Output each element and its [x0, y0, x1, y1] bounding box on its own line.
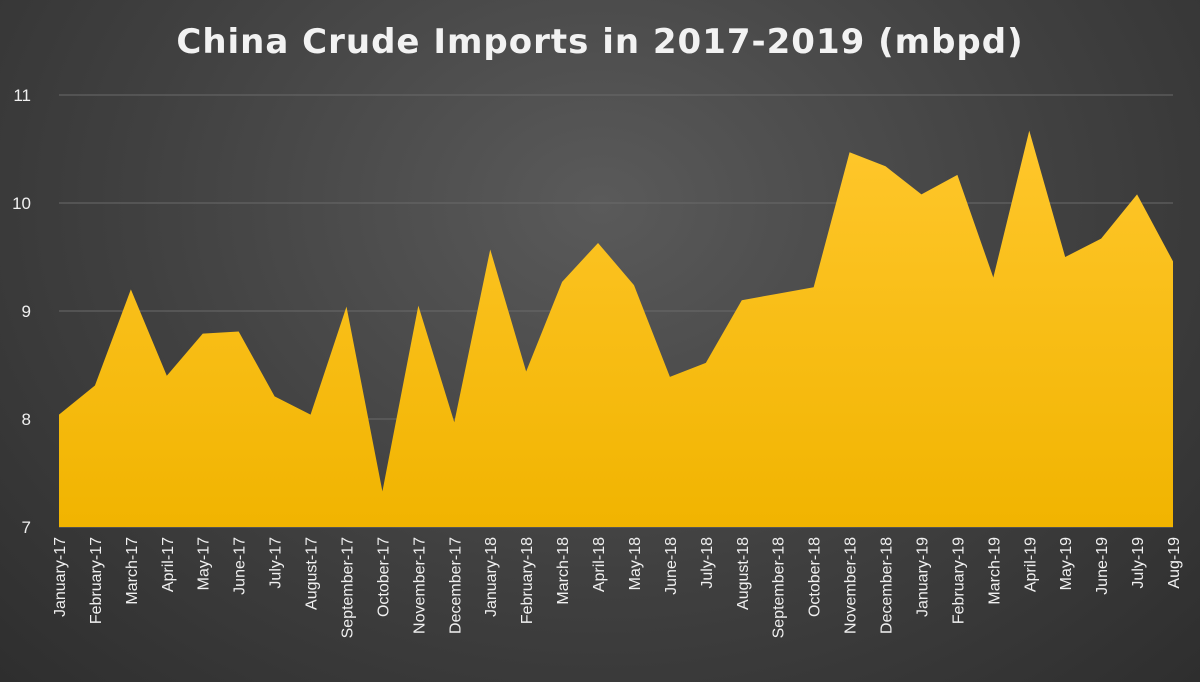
- y-tick-label: 7: [22, 518, 31, 537]
- x-tick-label: March-17: [124, 537, 141, 605]
- x-tick-label: May-18: [627, 537, 644, 590]
- x-tick-label: June-17: [232, 537, 249, 595]
- x-tick-label: July-19: [1130, 537, 1147, 589]
- x-tick-label: April-19: [1022, 537, 1039, 592]
- x-tick-label: January-19: [914, 537, 931, 617]
- x-tick-label: February-17: [88, 537, 105, 624]
- x-tick-label: February-19: [950, 537, 967, 624]
- chart-title: China Crude Imports in 2017-2019 (mbpd): [176, 22, 1024, 62]
- y-tick-label: 8: [22, 410, 31, 429]
- x-tick-label: August-17: [304, 537, 321, 610]
- x-tick-label: July-17: [268, 537, 285, 589]
- x-tick-label: December-17: [447, 537, 464, 634]
- x-tick-label: February-18: [519, 537, 536, 624]
- x-tick-label: September-17: [339, 537, 356, 638]
- x-tick-label: October-18: [807, 537, 824, 617]
- x-tick-label: April-17: [160, 537, 177, 592]
- y-tick-label: 9: [22, 302, 31, 321]
- x-tick-label: November-18: [843, 537, 860, 634]
- x-tick-label: August-18: [735, 537, 752, 610]
- x-tick-label: October-17: [375, 537, 392, 617]
- x-tick-label: April-18: [591, 537, 608, 592]
- y-tick-label: 10: [12, 194, 31, 213]
- x-tick-label: June-18: [663, 537, 680, 595]
- x-tick-label: June-19: [1094, 537, 1111, 595]
- x-tick-label: July-18: [699, 537, 716, 589]
- y-tick-label: 11: [13, 86, 31, 105]
- x-tick-label: May-17: [196, 537, 213, 590]
- x-tick-label: December-18: [879, 537, 896, 634]
- x-tick-label: January-18: [483, 537, 500, 617]
- x-tick-label: September-18: [771, 537, 788, 638]
- x-tick-label: March-18: [555, 537, 572, 605]
- x-tick-label: March-19: [986, 537, 1003, 605]
- x-tick-label: November-17: [411, 537, 428, 634]
- x-tick-label: Aug-19: [1166, 537, 1183, 589]
- x-tick-label: May-19: [1058, 537, 1075, 590]
- x-tick-label: January-17: [52, 537, 69, 617]
- series-area: [59, 130, 1173, 527]
